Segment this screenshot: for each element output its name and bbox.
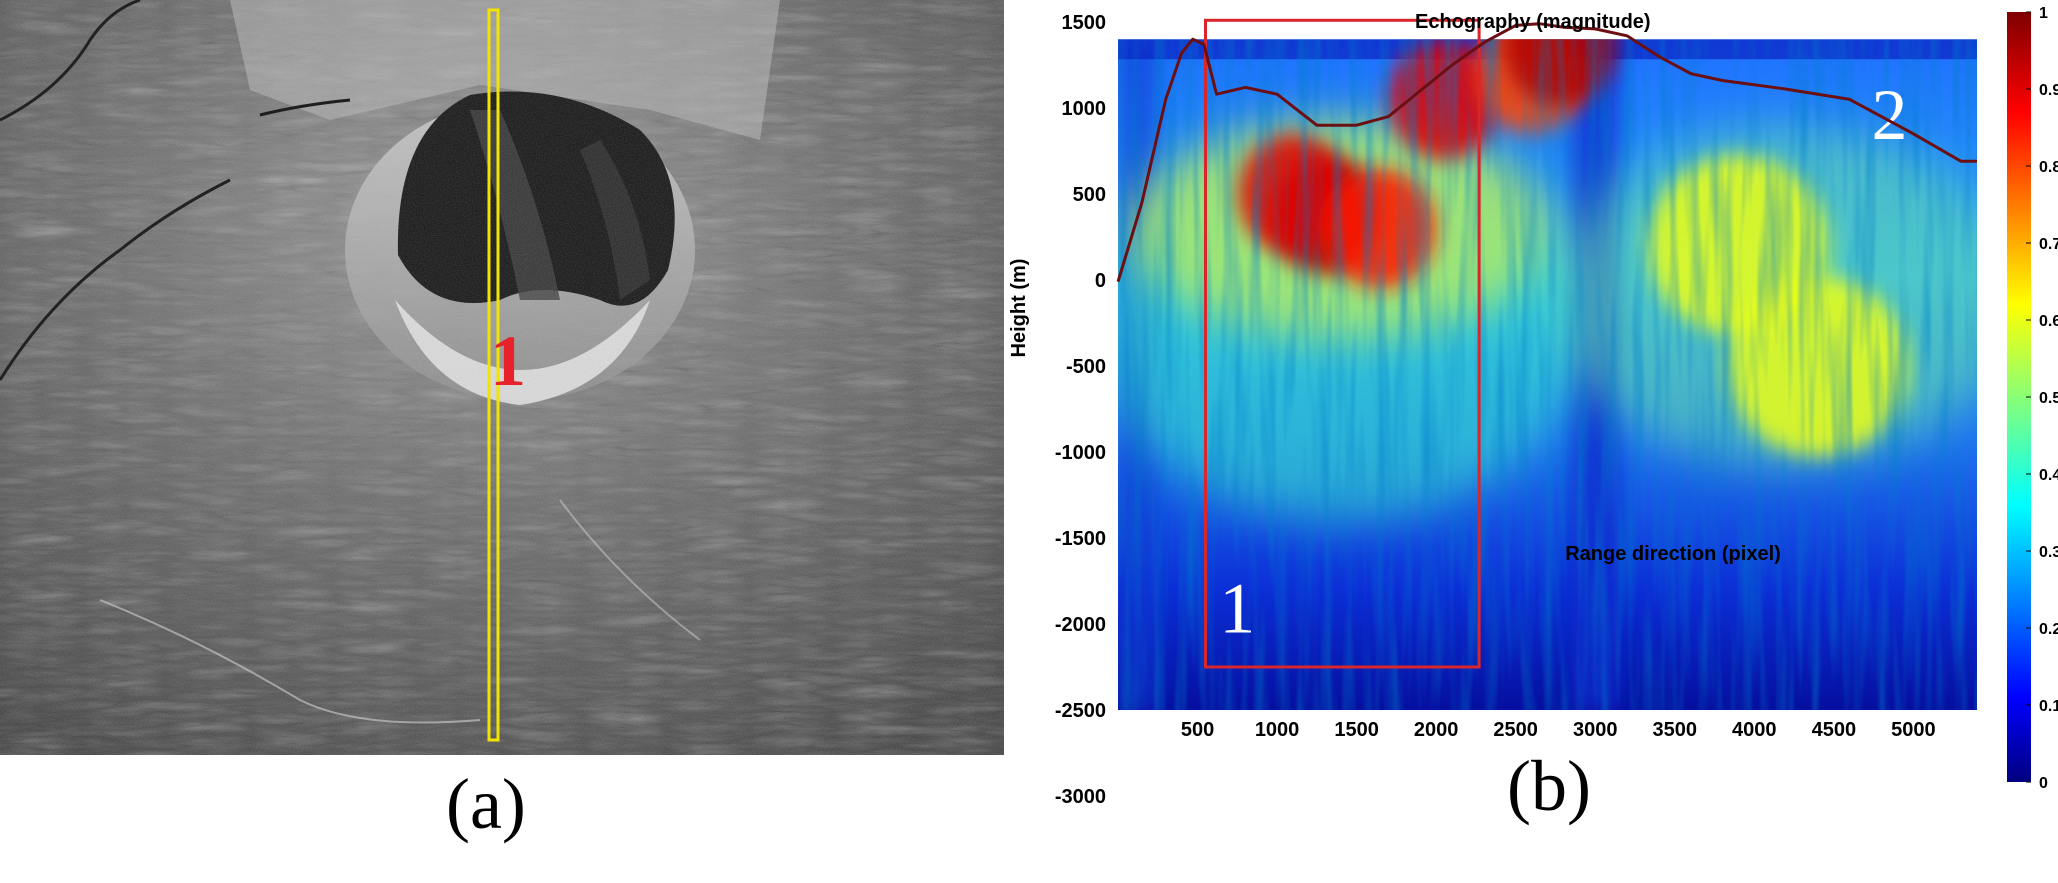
region-box-1 [1203,18,1481,669]
transect-label: 1 [490,321,526,401]
colorbar-tick-label: 0.2 [2039,621,2058,638]
x-tick-label: 3000 [1573,719,1618,741]
heatmap-area [1118,39,1977,710]
colorbar-tick-label: 0.8 [2039,159,2058,176]
x-tick-label: 5000 [1891,719,1936,741]
y-tick-label: -1000 [1055,442,1106,464]
x-axis-label: Range direction (pixel) [1565,543,1781,565]
x-tick-label: 1500 [1334,719,1379,741]
echography-svg: 12 500 1000 1500 2000 2500 3000 3500 4000 4500 50… [1010,5,2058,808]
caption-a: (a) [446,764,526,844]
region-label-1: 1 [1219,569,1255,649]
chart-title: Echography (magnitude) [1415,11,1651,33]
y-tick-label: -2500 [1055,700,1106,722]
colorbar-tick-label: 0.3 [2039,544,2058,561]
y-axis-label: Height (m) [1010,259,1030,358]
x-tick-label: 1000 [1255,719,1300,741]
x-tick-label: 2500 [1493,719,1538,741]
sar-image-drawing: 1 [0,0,1004,755]
colorbar-tick-label: 0.5 [2039,390,2058,407]
colorbar-tick-label: 0 [2039,775,2048,792]
x-tick-label: 2000 [1414,719,1459,741]
y-tick-label: -3000 [1055,786,1106,808]
y-tick-label: -2000 [1055,614,1106,636]
y-tick-label: -500 [1066,356,1106,378]
caption-b: (b) [1507,746,1591,826]
surface-profile-line [1116,22,1977,283]
x-tick-label: 500 [1181,719,1214,741]
streak-texture [1118,39,1977,710]
sar-volcano-image: 1 [0,0,1004,755]
colorbar-tick-label: 0.7 [2039,236,2058,253]
colorbar-tick-label: 0.4 [2039,467,2058,484]
y-tick-label: -1500 [1055,528,1106,550]
colorbar-tick-label: 1 [2039,5,2048,22]
transect-highlight [487,8,500,742]
colorbar: 1 0.9 0.8 0.7 0.6 0.5 0.4 0.3 0.2 0.1 0 [2007,5,2058,792]
colorbar-tick-label: 0.6 [2039,313,2058,330]
colorbar-tick-label: 0.9 [2039,82,2058,99]
y-tick-label: 1000 [1062,98,1107,120]
colorbar-tick-label: 0.1 [2039,698,2058,715]
x-tick-label: 4500 [1812,719,1857,741]
y-tick-label: 0 [1095,270,1106,292]
x-tick-label: 4000 [1732,719,1777,741]
y-tick-label: 1500 [1062,12,1107,34]
y-tick-label: 500 [1073,184,1106,206]
x-tick-label: 3500 [1653,719,1698,741]
